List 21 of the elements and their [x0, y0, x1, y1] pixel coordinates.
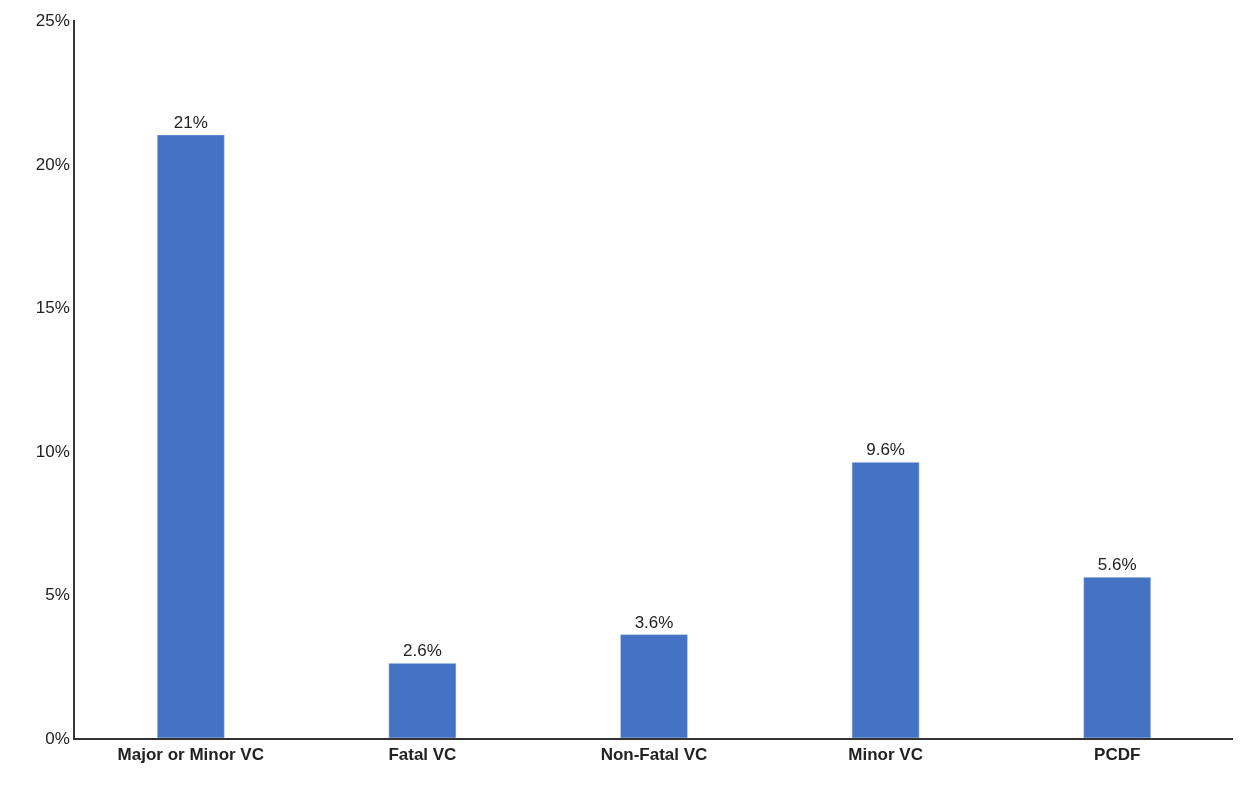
bar — [620, 634, 688, 738]
data-label: 9.6% — [866, 440, 905, 460]
bar — [156, 134, 225, 738]
x-tick-label: Major or Minor VC — [117, 745, 264, 765]
y-tick-label: 0% — [45, 728, 70, 748]
data-label: 5.6% — [1097, 555, 1137, 575]
data-label: 2.6% — [403, 641, 442, 661]
x-tick-label: PCDF — [1094, 745, 1141, 765]
data-label: 3.6% — [634, 612, 674, 632]
data-label: 21% — [173, 112, 208, 132]
bar — [851, 462, 920, 738]
y-tick-label: 15% — [35, 298, 70, 318]
bar — [388, 663, 457, 738]
y-tick-label: 25% — [35, 10, 70, 30]
x-tick-label: Fatal VC — [388, 745, 457, 765]
y-tick-label: 10% — [35, 441, 70, 461]
x-tick-label: Minor VC — [848, 745, 923, 765]
y-tick-label: 5% — [45, 585, 70, 605]
y-tick-label: 20% — [35, 154, 70, 174]
bar — [1083, 576, 1152, 738]
x-tick-label: Non-Fatal VC — [600, 745, 708, 765]
